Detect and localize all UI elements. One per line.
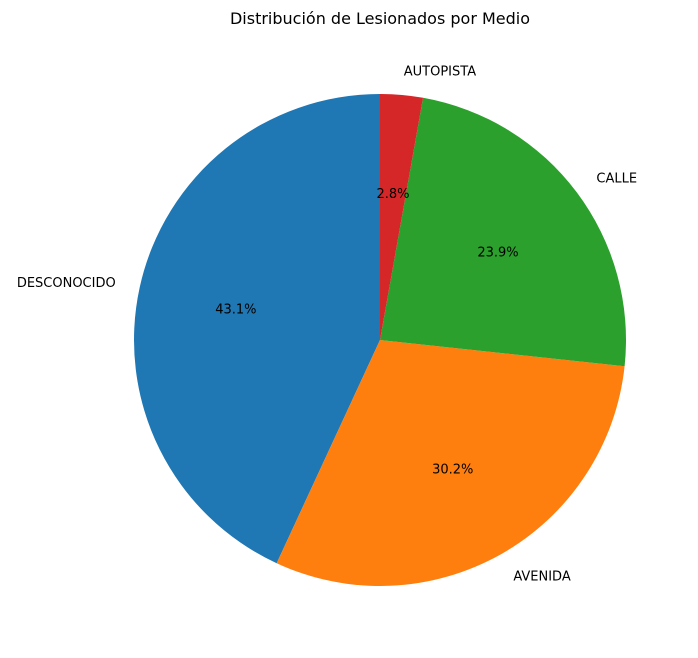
pct-label-desconocido: 43.1% (215, 302, 256, 317)
category-label-calle: CALLE (596, 172, 637, 187)
pie-slice-avenida (276, 340, 625, 586)
pie-slices (134, 94, 627, 586)
pct-label-avenida: 30.2% (432, 462, 473, 477)
pie-labels: 43.1% DESCONOCIDO 30.2% AVENIDA 23.9% CALLE 2.… (17, 64, 637, 584)
chart-title: Distribución de Lesionados por Medio (230, 9, 530, 28)
category-label-desconocido: DESCONOCIDO (17, 276, 116, 291)
category-label-autopista: AUTOPISTA (404, 64, 476, 79)
pie-slice-calle (380, 97, 627, 367)
pct-label-autopista: 2.8% (376, 187, 409, 202)
category-label-avenida: AVENIDA (513, 569, 571, 584)
pie-slice-desconocido (134, 94, 380, 564)
pct-label-calle: 23.9% (477, 245, 518, 260)
pie-slice-autopista (380, 94, 424, 340)
